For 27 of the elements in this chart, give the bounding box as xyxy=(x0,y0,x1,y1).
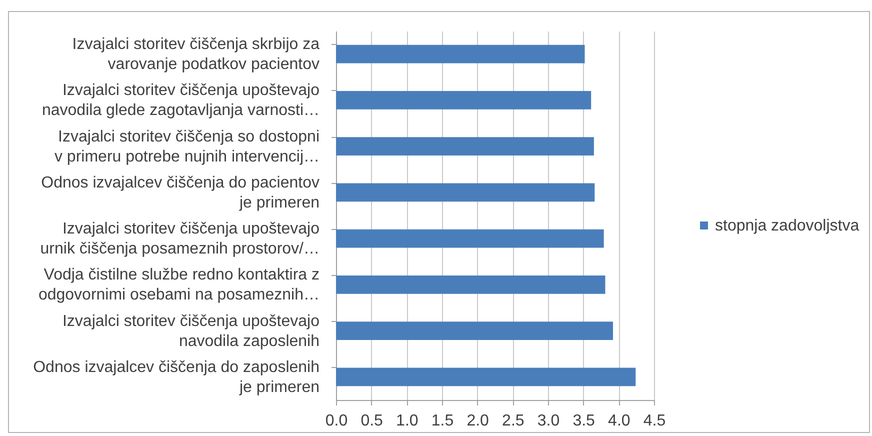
bar xyxy=(336,322,614,340)
y-tick-label: Vodja čistilne službe redno kontaktira z odgovornimi osebami na posameznih… xyxy=(38,266,320,304)
bar xyxy=(336,229,604,248)
y-tick-label: Izvajalci storitev čiščenja upoštevajo urnik čiščenja posameznih prostorov/… xyxy=(40,220,320,258)
x-tick-label: 4.5 xyxy=(643,412,666,430)
y-tick-label: Izvajalci storitev čiščenja so dostopni v primeru potrebe nujnih intervencij… xyxy=(54,128,320,166)
bar xyxy=(336,90,592,110)
y-tick-label: Izvajalci storitev čiščenja skrbijo za varovanje podatkov pacientov xyxy=(72,36,320,74)
y-tick-label: Izvajalci storitev čiščenja upoštevajo navodila glede zagotavljanja varnosti… xyxy=(42,82,320,120)
bar xyxy=(336,44,585,64)
bar xyxy=(336,137,594,156)
y-tick-label: Izvajalci storitev čiščenja upoštevajo navodila zaposlenih xyxy=(62,312,320,350)
bar xyxy=(336,368,636,386)
x-tick-label: 0.0 xyxy=(325,412,348,430)
legend-label: stopnja zadovoljstva xyxy=(715,218,860,234)
x-tick-label: 2.0 xyxy=(466,412,490,430)
y-tick-label: Odnos izvajalcev čiščenja do pacientov je primeren xyxy=(41,174,320,212)
x-tick-label: 2.5 xyxy=(502,412,524,430)
bar xyxy=(336,183,595,202)
y-tick-label: Odnos izvajalcev čiščenja do zaposlenih je primeren xyxy=(33,358,320,396)
x-tick-label: 3.5 xyxy=(572,412,596,430)
x-tick-label: 1.5 xyxy=(431,412,454,430)
x-tick-label: 4.0 xyxy=(608,412,630,430)
x-tick-label: 1.0 xyxy=(396,412,418,430)
x-tick-label: 0.5 xyxy=(360,412,384,430)
bar xyxy=(336,275,606,294)
x-tick-label: 3.0 xyxy=(537,412,560,430)
